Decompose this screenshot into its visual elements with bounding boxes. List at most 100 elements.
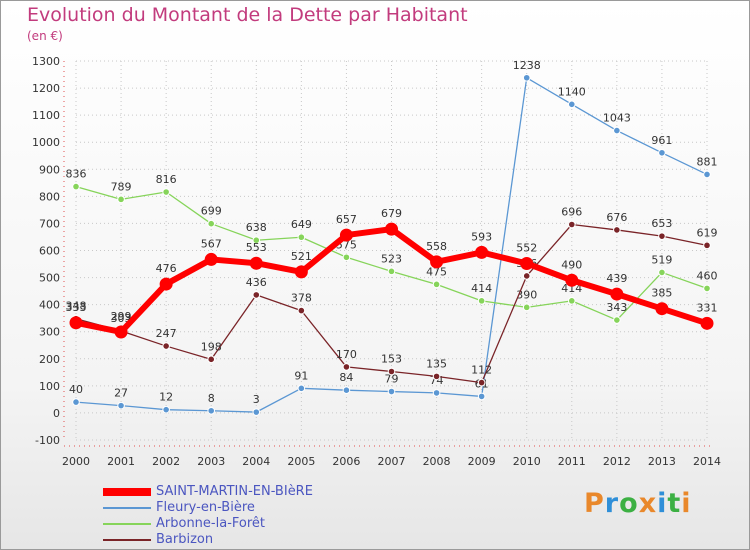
data-point — [385, 222, 398, 236]
chart-unit: (en €) — [27, 29, 63, 43]
data-label: 333 — [66, 301, 87, 314]
data-label: 558 — [426, 240, 447, 253]
legend-label: Arbonne-la-Forêt — [156, 516, 266, 531]
data-label: 699 — [201, 205, 222, 218]
data-point — [567, 100, 576, 109]
y-tick-label: 1200 — [32, 82, 60, 95]
data-label: 135 — [426, 357, 447, 370]
legend-label: Fleury-en-Bière — [156, 500, 255, 515]
data-point — [432, 372, 441, 381]
data-point — [207, 355, 216, 364]
x-tick-label: 2004 — [242, 455, 270, 468]
data-label: 476 — [156, 262, 177, 275]
logo-letter: x — [638, 488, 658, 519]
data-label: 436 — [246, 276, 267, 289]
x-tick-label: 2003 — [197, 455, 225, 468]
logo-letter: r — [604, 488, 620, 519]
legend-swatch — [103, 507, 151, 509]
data-label: 552 — [516, 241, 537, 254]
data-point — [567, 297, 576, 305]
data-point — [703, 241, 711, 250]
y-tick-label: 400 — [39, 299, 60, 312]
data-label: 649 — [291, 218, 312, 231]
data-label: 519 — [651, 253, 672, 266]
data-point — [207, 406, 216, 415]
data-label: 593 — [471, 230, 492, 243]
x-tick-label: 2014 — [693, 455, 721, 468]
x-tick-label: 2011 — [558, 455, 586, 468]
data-point — [114, 325, 128, 339]
data-point — [477, 392, 486, 401]
y-tick-label: 600 — [39, 245, 60, 258]
data-label: 12 — [159, 391, 173, 404]
data-label: 553 — [246, 241, 267, 254]
data-point — [658, 232, 666, 240]
data-point — [387, 267, 396, 276]
logo-letter: o — [619, 488, 639, 519]
x-tick-label: 2008 — [423, 455, 451, 468]
x-tick-label: 2009 — [468, 455, 496, 468]
data-label: 303 — [111, 312, 132, 325]
data-point — [565, 273, 579, 287]
data-point — [252, 408, 261, 416]
logo-letter: P — [584, 488, 605, 519]
data-point — [387, 387, 396, 396]
data-point — [117, 401, 125, 410]
y-tick-label: 1300 — [32, 55, 60, 68]
data-point — [432, 389, 441, 397]
data-point — [252, 236, 261, 245]
data-label: 638 — [246, 221, 267, 234]
x-tick-label: 2006 — [332, 455, 360, 468]
data-label: 619 — [697, 226, 718, 239]
data-point — [249, 256, 263, 270]
data-point — [204, 252, 218, 266]
data-label: 8 — [208, 392, 215, 405]
logo-letter: i — [657, 488, 668, 519]
data-label: 836 — [66, 168, 87, 181]
data-point — [297, 306, 306, 315]
data-label: 414 — [561, 282, 582, 295]
proxiti-logo: Proxiti — [584, 488, 692, 519]
data-label: 84 — [339, 371, 353, 384]
x-tick-label: 2010 — [513, 455, 541, 468]
y-tick-label: 700 — [39, 217, 60, 230]
data-label: 390 — [516, 288, 537, 301]
data-label: 653 — [651, 217, 672, 230]
data-point — [294, 265, 308, 279]
data-point — [613, 226, 621, 234]
data-point — [700, 316, 714, 330]
data-point — [162, 188, 170, 196]
y-tick-label: 0 — [53, 407, 60, 420]
data-point — [658, 268, 666, 277]
data-label: 27 — [114, 387, 128, 400]
data-point — [432, 280, 441, 289]
data-point — [522, 73, 531, 82]
data-label: 961 — [651, 134, 672, 147]
data-label: 439 — [606, 272, 627, 285]
y-tick-label: 900 — [39, 163, 60, 176]
data-point — [477, 378, 486, 387]
data-point — [342, 253, 351, 262]
chart-title: Evolution du Montant de la Dette par Hab… — [27, 4, 468, 26]
data-label: 676 — [606, 211, 627, 224]
logo-letter: i — [681, 488, 692, 519]
data-point — [610, 287, 624, 301]
data-point — [297, 384, 306, 393]
data-point — [430, 255, 444, 269]
legend-swatch — [103, 488, 151, 496]
data-point — [567, 220, 576, 229]
x-tick-label: 2001 — [107, 455, 135, 468]
data-label: 247 — [156, 327, 177, 340]
data-point — [339, 228, 353, 242]
data-label: 460 — [697, 269, 718, 282]
data-point — [342, 386, 351, 394]
x-tick-label: 2000 — [62, 455, 90, 468]
x-tick-label: 2002 — [152, 455, 180, 468]
data-label: 378 — [291, 292, 312, 305]
data-label: 79 — [385, 373, 399, 386]
y-tick-label: 1000 — [32, 136, 60, 149]
legend-swatch — [103, 523, 151, 525]
data-point — [522, 272, 531, 280]
legend-label: SAINT-MARTIN-EN-BIèRE — [156, 484, 313, 499]
data-label: 696 — [561, 206, 582, 219]
